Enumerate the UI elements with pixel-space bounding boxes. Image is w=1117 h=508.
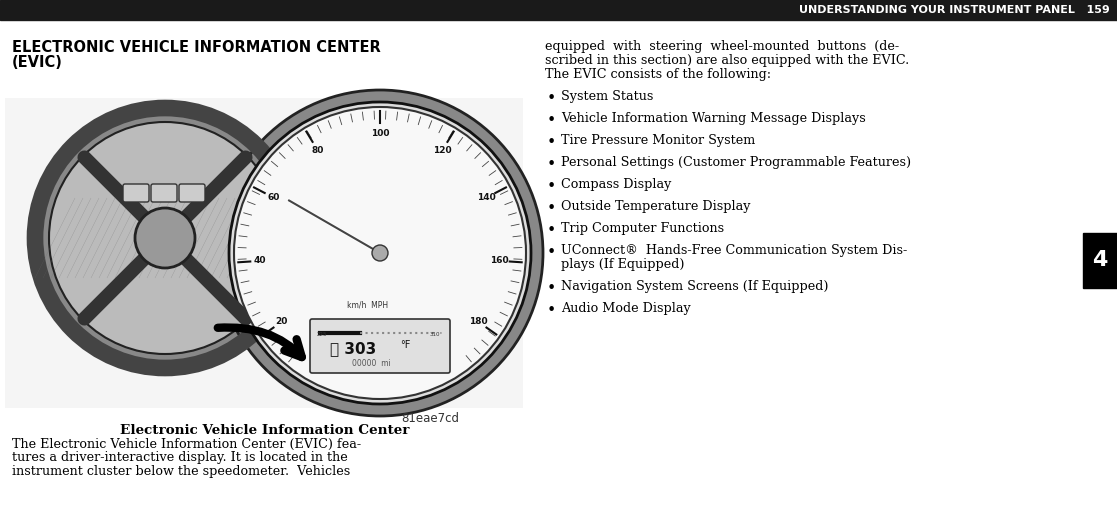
Text: 40: 40 xyxy=(254,257,267,265)
Text: •: • xyxy=(547,200,556,217)
Text: 310°: 310° xyxy=(430,333,443,337)
Text: The EVIC consists of the following:: The EVIC consists of the following: xyxy=(545,68,771,81)
Text: Vehicle Information Warning Message Displays: Vehicle Information Warning Message Disp… xyxy=(561,112,866,125)
Text: scribed in this section) are also equipped with the EVIC.: scribed in this section) are also equipp… xyxy=(545,54,909,67)
Text: Trip Computer Functions: Trip Computer Functions xyxy=(561,222,724,235)
Text: Compass Display: Compass Display xyxy=(561,178,671,191)
FancyBboxPatch shape xyxy=(311,319,450,373)
Circle shape xyxy=(35,108,295,368)
Circle shape xyxy=(135,208,195,268)
Text: °F: °F xyxy=(400,340,410,350)
Text: The Electronic Vehicle Information Center (EVIC) fea-: The Electronic Vehicle Information Cente… xyxy=(12,438,361,451)
FancyBboxPatch shape xyxy=(123,184,149,202)
Bar xyxy=(1083,233,1117,288)
Text: 100: 100 xyxy=(371,129,389,138)
Text: •: • xyxy=(547,222,556,239)
Circle shape xyxy=(229,102,531,404)
Text: Tire Pressure Monitor System: Tire Pressure Monitor System xyxy=(561,134,755,147)
Circle shape xyxy=(233,107,526,399)
Text: Electronic Vehicle Information Center: Electronic Vehicle Information Center xyxy=(121,424,410,437)
Text: 20: 20 xyxy=(276,318,288,326)
FancyBboxPatch shape xyxy=(179,184,206,202)
Circle shape xyxy=(372,245,388,261)
Text: km/h  MPH: km/h MPH xyxy=(347,301,389,309)
Text: (EVIC): (EVIC) xyxy=(12,55,63,70)
Text: 180: 180 xyxy=(469,318,488,326)
Text: ELECTRONIC VEHICLE INFORMATION CENTER: ELECTRONIC VEHICLE INFORMATION CENTER xyxy=(12,40,381,55)
Text: •: • xyxy=(547,134,556,151)
Text: •: • xyxy=(547,244,556,261)
FancyBboxPatch shape xyxy=(151,184,176,202)
Bar xyxy=(0,0,1117,20)
Text: •: • xyxy=(547,156,556,173)
Text: plays (If Equipped): plays (If Equipped) xyxy=(561,258,685,271)
Text: Outside Temperature Display: Outside Temperature Display xyxy=(561,200,751,213)
Text: 60: 60 xyxy=(267,193,279,202)
Text: Navigation System Screens (If Equipped): Navigation System Screens (If Equipped) xyxy=(561,280,829,293)
Text: ⛽ 303: ⛽ 303 xyxy=(330,341,376,357)
Text: tures a driver-interactive display. It is located in the: tures a driver-interactive display. It i… xyxy=(12,452,347,464)
Text: UNDERSTANDING YOUR INSTRUMENT PANEL   159: UNDERSTANDING YOUR INSTRUMENT PANEL 159 xyxy=(800,5,1110,15)
Text: •: • xyxy=(547,280,556,297)
Circle shape xyxy=(217,90,543,416)
Text: 80: 80 xyxy=(312,146,324,155)
Text: •: • xyxy=(547,90,556,107)
Text: 160: 160 xyxy=(490,257,509,265)
Text: 4: 4 xyxy=(1092,250,1108,270)
Text: instrument cluster below the speedometer.  Vehicles: instrument cluster below the speedometer… xyxy=(12,465,351,478)
Text: System Status: System Status xyxy=(561,90,653,103)
Text: UConnect®  Hands-Free Communication System Dis-: UConnect® Hands-Free Communication Syste… xyxy=(561,244,907,257)
Text: •: • xyxy=(547,112,556,129)
Text: •: • xyxy=(547,178,556,195)
Text: 140: 140 xyxy=(477,193,496,202)
Text: Audio Mode Display: Audio Mode Display xyxy=(561,302,690,315)
Circle shape xyxy=(49,122,281,354)
Bar xyxy=(4,98,523,408)
Text: 81eae7cd: 81eae7cd xyxy=(401,412,459,425)
Text: 00000  mi: 00000 mi xyxy=(352,359,391,367)
Text: •: • xyxy=(547,302,556,319)
Text: 225: 225 xyxy=(317,333,327,337)
Text: equipped  with  steering  wheel-mounted  buttons  (de-: equipped with steering wheel-mounted but… xyxy=(545,40,899,53)
Text: Personal Settings (Customer Programmable Features): Personal Settings (Customer Programmable… xyxy=(561,156,911,169)
Text: 120: 120 xyxy=(433,146,451,155)
